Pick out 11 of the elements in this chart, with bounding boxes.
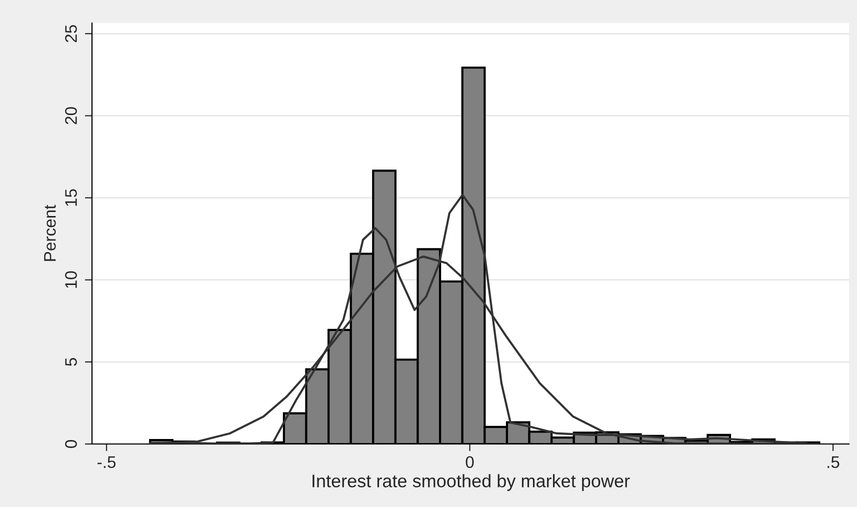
y-tick-label: 5 [65,358,77,366]
y-axis-title: Percent [44,204,56,261]
x-tick-label: -.5 [98,456,116,468]
y-tick-label: 25 [65,25,77,42]
y-tick-label: 0 [65,440,77,448]
y-tick-label: 10 [65,271,77,288]
y-tick-label: 15 [65,189,77,206]
x-tick-label: 0 [466,456,474,468]
x-tick-label: .5 [828,456,840,468]
x-axis-title: Interest rate smoothed by market power [312,474,630,491]
y-tick-label: 20 [65,107,77,124]
